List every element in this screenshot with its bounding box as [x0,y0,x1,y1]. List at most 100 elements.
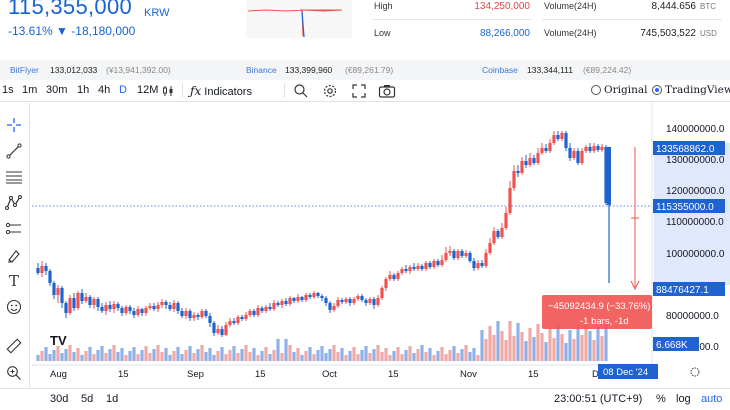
candle [420,266,424,269]
candle [244,315,248,319]
interval-d[interactable]: D [119,84,127,96]
volume-bar [448,350,452,361]
price-axis-label: 100000000.0 [666,249,725,260]
volume-bar [408,346,412,361]
volume-bar [96,350,100,361]
high-price-badge-text: 133568862.0 [656,144,715,155]
candle [592,146,596,151]
range-30d[interactable]: 30d [50,393,69,405]
volume-bar [72,352,76,361]
compare-icon[interactable] [293,83,309,102]
chart-type-icon[interactable] [162,85,174,99]
candle [184,311,188,316]
interval-30m[interactable]: 30m [46,84,68,96]
interval-4h[interactable]: 4h [98,84,111,96]
time-axis-label: 15 [255,369,266,380]
candle [216,329,220,333]
volume-bar [548,329,552,361]
volume-bar [320,346,324,361]
volume-bar [484,339,488,361]
volume-bar [68,345,72,361]
view-original-radio[interactable] [591,85,601,95]
candle [248,311,252,315]
candle [236,317,240,323]
indicators-button[interactable]: ƒx Indicators [190,84,252,98]
candle [84,297,88,301]
candle [220,329,224,335]
interval-1h[interactable]: 1h [77,84,90,96]
candle [224,325,228,335]
emoji-icon[interactable] [4,297,24,317]
candle [324,298,328,303]
fib-retracement-icon[interactable] [4,167,24,187]
auto-scale-toggle[interactable]: auto [701,393,723,405]
candle [532,158,536,163]
brush-icon[interactable] [4,245,24,265]
view-tradingview-radio[interactable] [652,85,662,95]
ruler-icon[interactable] [4,336,24,356]
range-1d[interactable]: 1d [106,393,119,405]
candle [424,263,428,269]
zoom-in-icon[interactable] [4,363,24,383]
volume-bar [116,352,120,361]
candle [356,296,360,299]
axis-settings-icon[interactable] [690,367,700,377]
volume-bar [388,355,392,361]
candle [160,302,164,305]
view-tradingview-label[interactable]: TradingView [665,84,730,96]
volume-bar [276,339,280,361]
candle [396,273,400,279]
volume-usd-label: Volume(24H) [544,28,597,38]
exchange-name[interactable]: Binance [246,65,277,75]
interval-1m[interactable]: 1m [22,84,38,96]
candle [528,158,532,165]
interval-1s[interactable]: 1s [2,84,14,96]
low-value: 88,266,000 [479,28,530,39]
exchange-name[interactable]: Coinbase [482,65,518,75]
candle [440,260,444,265]
volume-bar [188,346,192,361]
volume-bar [52,350,56,361]
volume-bar [436,351,440,361]
interval-12m[interactable]: 12M [137,84,159,96]
volume-bar [56,346,60,361]
volume-bar [280,353,284,361]
volume-bar [300,355,304,361]
exchange-price: 133,344,111 [527,65,574,75]
volume-bar [248,352,252,361]
log-scale-toggle[interactable]: log [676,393,691,405]
prediction-icon[interactable] [4,219,24,239]
trend-line-icon[interactable] [4,141,24,161]
candle [172,303,176,309]
volume-bar [120,348,124,361]
volume-bar [152,349,156,361]
volume-bar [404,350,408,361]
text-tool-icon[interactable]: T [8,272,19,290]
candle [192,315,196,318]
clock-time[interactable]: 23:00:51 (UTC+9) [554,393,643,405]
crosshair-icon[interactable] [4,115,24,135]
candle [480,263,484,266]
volume-bar [220,347,224,361]
pattern-icon[interactable] [4,193,24,213]
view-original-label[interactable]: Original [604,84,648,96]
camera-icon[interactable] [378,83,396,102]
percent-scale-toggle[interactable]: % [656,393,666,405]
candle [180,311,184,316]
price-axis-label: 140000000.0 [666,124,725,135]
volume-bar [36,355,40,361]
candlestick-chart-svg[interactable]: 140000000.0 130000000.0 120000000.0 1100000… [32,103,730,388]
fullscreen-icon[interactable] [351,83,367,102]
candle [148,306,152,308]
range-5d[interactable]: 5d [81,393,94,405]
price-chart[interactable]: 140000000.0 130000000.0 120000000.0 1100000… [32,103,730,388]
exchange-name[interactable]: BitFlyer [10,65,39,75]
candle [116,304,120,308]
candle [280,301,284,305]
candle [520,161,524,173]
candle [140,309,144,313]
sparkline-chart [246,0,352,38]
volume-bar [428,348,432,361]
settings-gear-icon[interactable] [322,83,338,102]
candle [196,315,200,317]
